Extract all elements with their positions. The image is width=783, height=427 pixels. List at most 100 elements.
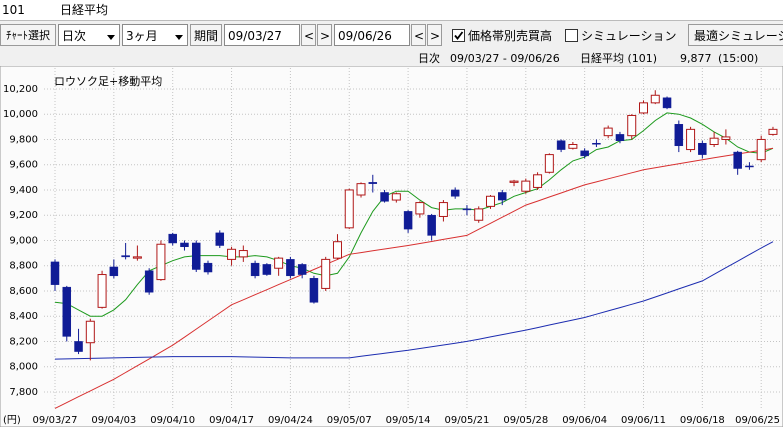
candle-body bbox=[603, 127, 613, 137]
candle-body bbox=[592, 142, 601, 145]
end-next[interactable]: > bbox=[427, 24, 442, 46]
y-unit: (円) bbox=[3, 415, 21, 426]
candle-body bbox=[709, 137, 719, 146]
candle-body bbox=[438, 202, 448, 217]
candle-body bbox=[686, 128, 696, 151]
x-tick-label: 09/04/17 bbox=[209, 415, 254, 426]
candle-body bbox=[391, 193, 401, 201]
candle-body bbox=[250, 262, 260, 277]
x-tick-label: 09/06/11 bbox=[621, 415, 666, 426]
index-name: 日経平均 bbox=[60, 3, 109, 17]
candle-body bbox=[403, 211, 413, 230]
candle-body bbox=[332, 241, 342, 259]
candle-body bbox=[297, 264, 307, 275]
end-prev[interactable]: < bbox=[411, 24, 426, 46]
y-tick-label: 9,600 bbox=[9, 160, 38, 171]
y-tick-label: 8,000 bbox=[9, 362, 38, 373]
candle-body bbox=[556, 140, 566, 150]
candle-body bbox=[286, 259, 295, 277]
candle-body bbox=[485, 195, 495, 207]
candle-body bbox=[615, 134, 625, 141]
candle-body bbox=[274, 257, 284, 269]
chart-frame bbox=[0, 66, 783, 427]
period-button[interactable]: 期間 bbox=[190, 24, 222, 46]
y-tick-label: 9,400 bbox=[9, 185, 38, 196]
candle-body bbox=[650, 94, 660, 104]
candle-body bbox=[227, 248, 237, 260]
candle-body bbox=[450, 189, 460, 197]
optimize-button[interactable]: 最適シミュレーシ bbox=[688, 24, 783, 46]
candle-body bbox=[380, 192, 389, 202]
y-tick-label: 9,200 bbox=[9, 210, 38, 221]
code[interactable]: 101 bbox=[2, 3, 25, 17]
x-tick-label: 09/06/25 bbox=[735, 415, 780, 426]
candle-body bbox=[109, 266, 119, 277]
candle-body bbox=[238, 250, 248, 258]
candle-body bbox=[85, 320, 95, 344]
candle-body bbox=[191, 242, 201, 270]
x-tick-label: 09/05/07 bbox=[327, 415, 372, 426]
y-tick-label: 9,800 bbox=[9, 134, 38, 145]
candle-body bbox=[168, 233, 177, 244]
candle-body bbox=[498, 192, 507, 201]
simulation-checkbox[interactable] bbox=[565, 29, 578, 42]
candle-body bbox=[721, 136, 731, 140]
candle-body bbox=[462, 208, 472, 211]
candle-body bbox=[474, 208, 484, 221]
candle-body bbox=[156, 243, 166, 281]
end-date[interactable]: 09/06/26 bbox=[334, 24, 410, 46]
y-tick-label: 10,200 bbox=[3, 84, 38, 95]
moving-average-line bbox=[54, 241, 774, 360]
x-tick-label: 09/06/18 bbox=[680, 415, 725, 426]
candle-body bbox=[368, 182, 378, 184]
info-range: 09/03/27 - 09/06/26 bbox=[450, 52, 560, 65]
candle-body bbox=[180, 242, 189, 248]
y-tick-label: 7,800 bbox=[9, 387, 38, 398]
candle-body bbox=[415, 202, 425, 215]
candle-body bbox=[639, 102, 648, 114]
candle-body bbox=[344, 189, 354, 229]
y-tick-label: 8,600 bbox=[9, 286, 38, 297]
x-tick-label: 09/05/14 bbox=[386, 415, 431, 426]
candle-body bbox=[309, 278, 319, 303]
x-tick-label: 09/04/10 bbox=[150, 415, 195, 426]
span-value: 3ヶ月 bbox=[126, 29, 158, 43]
candle-body bbox=[733, 151, 742, 169]
volume-profile-label: 価格帯別売買高 bbox=[468, 29, 553, 43]
x-tick-label: 09/03/27 bbox=[33, 415, 78, 426]
simulation-label: シミュレーション bbox=[581, 29, 677, 43]
candle-body bbox=[768, 128, 778, 135]
moving-average-line bbox=[54, 147, 774, 409]
chart: ロウソク足+移動平均 (円) 7,800 8,000 8,200 8,400 8,600… bbox=[0, 66, 783, 427]
moving-average-line bbox=[54, 112, 774, 317]
y-tick-label: 10,000 bbox=[3, 109, 38, 120]
x-tick-label: 09/05/28 bbox=[503, 415, 548, 426]
candle-body bbox=[50, 261, 60, 285]
candle-body bbox=[62, 286, 72, 337]
span-select[interactable]: 3ヶ月 bbox=[122, 24, 188, 46]
start-next[interactable]: > bbox=[317, 24, 332, 46]
candle-body bbox=[544, 154, 554, 173]
info-index: 日経平均 (101) bbox=[580, 52, 658, 65]
candle-body bbox=[262, 264, 272, 275]
x-tick-label: 09/04/24 bbox=[268, 415, 313, 426]
y-tick-label: 8,200 bbox=[9, 336, 38, 347]
chart-title: ロウソク足+移動平均 bbox=[54, 74, 162, 88]
interval-value: 日次 bbox=[62, 29, 87, 43]
chart-select-button[interactable]: ﾁｬｰﾄ選択 bbox=[0, 24, 56, 46]
candle-body bbox=[321, 258, 331, 289]
y-tick-label: 8,400 bbox=[9, 311, 38, 322]
interval-select[interactable]: 日次 bbox=[58, 24, 120, 46]
x-tick-label: 09/06/04 bbox=[562, 415, 607, 426]
candle-body bbox=[627, 114, 637, 137]
x-tick-label: 09/04/03 bbox=[91, 415, 136, 426]
candle-body bbox=[509, 180, 519, 183]
candle-body bbox=[662, 97, 672, 109]
candle-body bbox=[521, 180, 531, 192]
start-prev[interactable]: < bbox=[301, 24, 316, 46]
start-date[interactable]: 09/03/27 bbox=[224, 24, 300, 46]
candle-body bbox=[356, 183, 366, 196]
checkmark bbox=[454, 31, 464, 40]
volume-profile-checkbox[interactable] bbox=[452, 29, 465, 42]
